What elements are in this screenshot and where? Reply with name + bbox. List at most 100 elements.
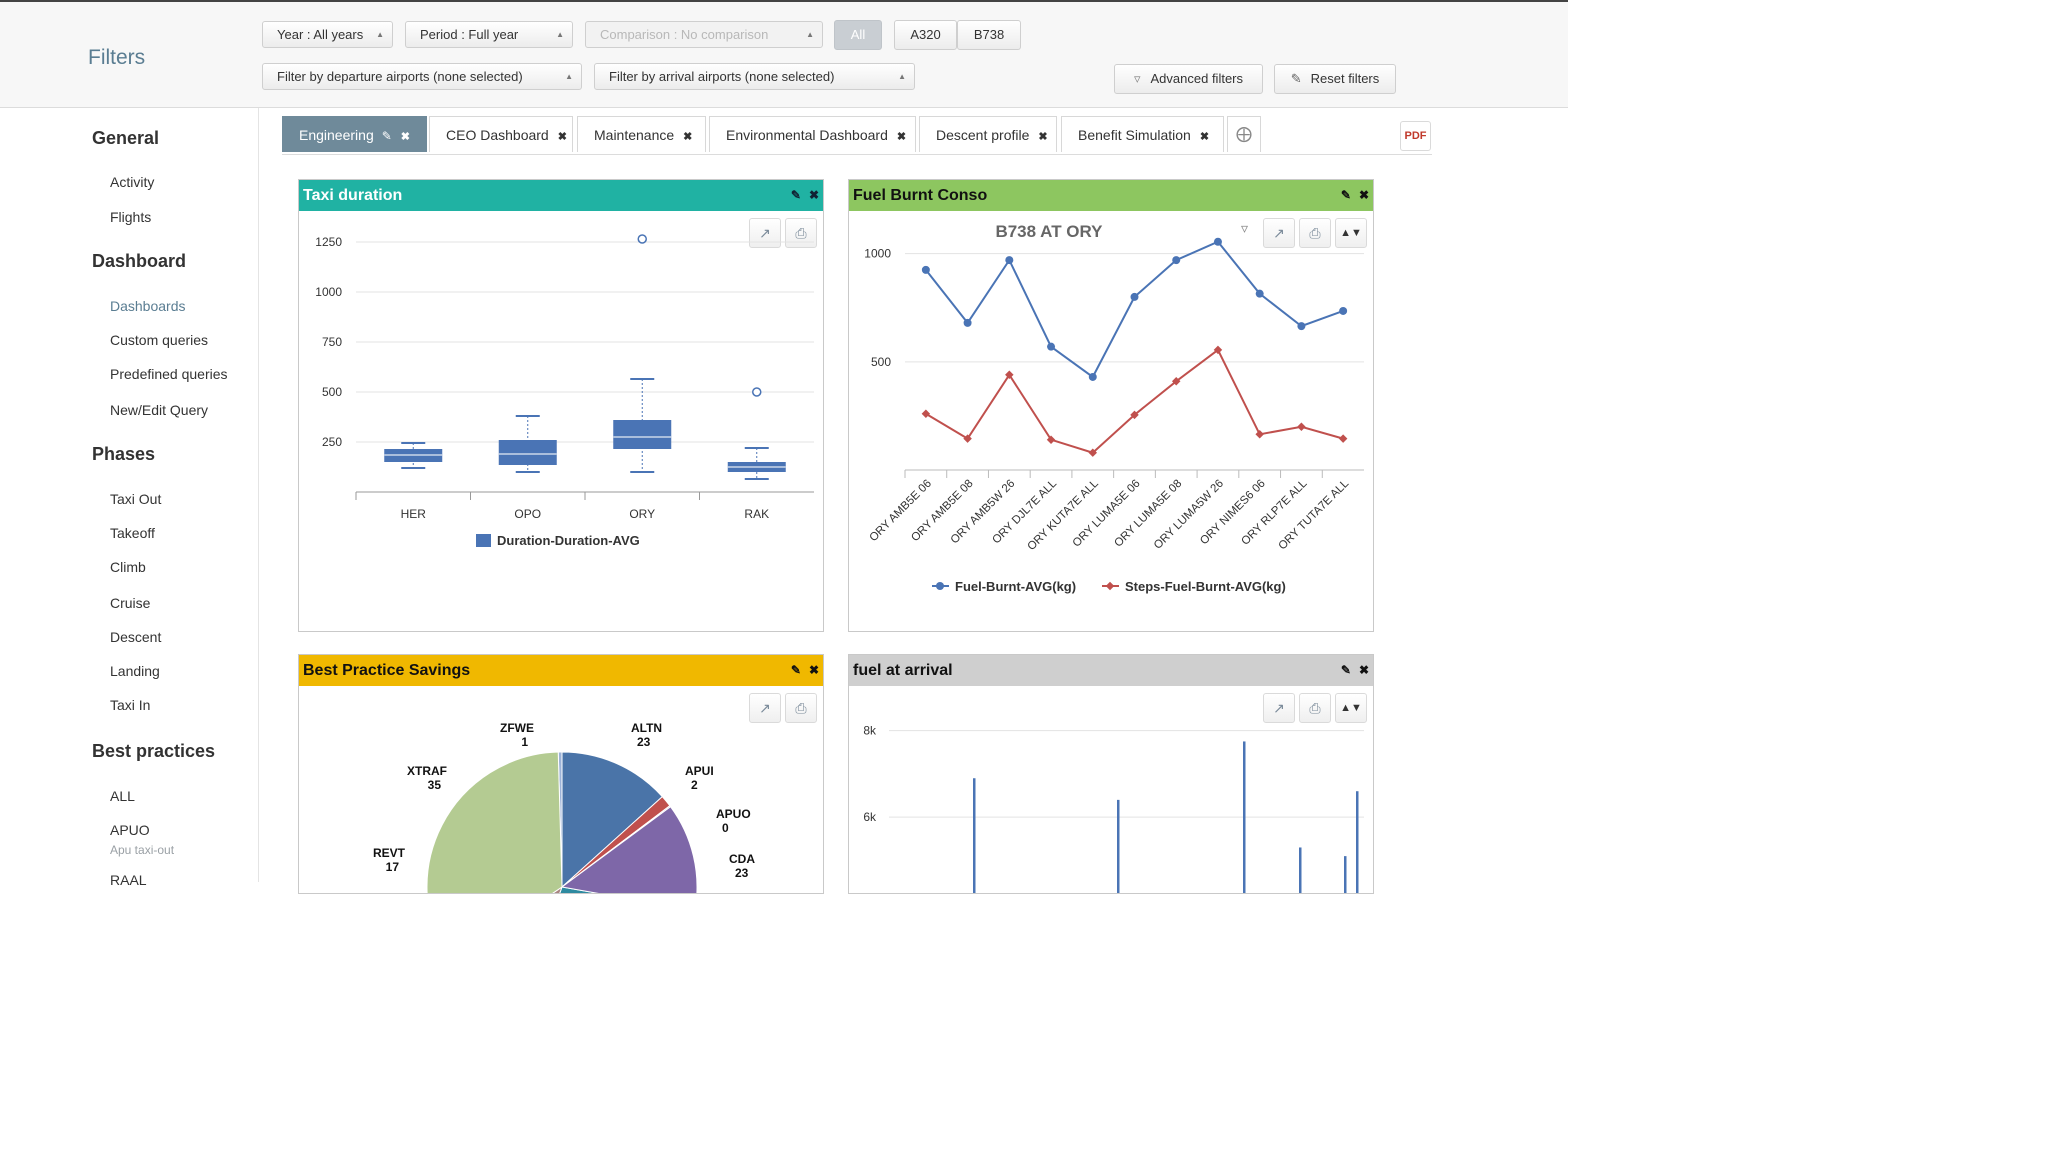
comparison-select[interactable]: Comparison : No comparison ▲: [585, 21, 823, 48]
close-icon[interactable]: ✖: [1038, 131, 1048, 143]
close-icon[interactable]: ✖: [683, 131, 693, 143]
pie-value: 23: [637, 735, 651, 749]
close-icon[interactable]: ✖: [808, 188, 819, 202]
close-icon[interactable]: ✖: [1358, 188, 1369, 202]
arrival-airports-select[interactable]: Filter by arrival airports (none selecte…: [594, 63, 915, 90]
sidebar-section-best-practices: Best practices: [92, 741, 216, 761]
tab-descent-profile[interactable]: Descent profile ✖: [919, 116, 1057, 152]
best-practice-panel: Best Practice Savings ✎ ✖ ↗ ⎙ ZFWE 1 ALTN 23…: [298, 654, 824, 894]
export-chart-icon[interactable]: ↗: [749, 218, 781, 248]
pencil-icon[interactable]: ✎: [790, 663, 801, 677]
bar: [1299, 847, 1302, 893]
x-tick-label: ORY TUTA7E ALL: [1276, 477, 1351, 552]
pie-value: 1: [521, 735, 528, 749]
year-select[interactable]: Year : All years ▲: [262, 21, 393, 48]
sidebar-item-climb[interactable]: Climb: [110, 559, 146, 575]
filter-icon[interactable]: ▿: [1241, 220, 1249, 236]
tab-benefit-simulation[interactable]: Benefit Simulation ✖: [1061, 116, 1224, 152]
close-icon[interactable]: ✖: [1358, 663, 1369, 677]
sort-icon[interactable]: ▲▼: [1335, 693, 1367, 723]
period-select-label: Period : Full year: [420, 27, 519, 42]
print-icon[interactable]: ⎙: [785, 693, 817, 723]
pencil-icon[interactable]: ✎: [1340, 663, 1351, 677]
sidebar-item-descent[interactable]: Descent: [110, 629, 162, 645]
sidebar-item-custom-queries[interactable]: Custom queries: [110, 332, 209, 348]
print-icon[interactable]: ⎙: [1299, 693, 1331, 723]
pencil-icon[interactable]: ✎: [381, 129, 392, 143]
close-icon[interactable]: ✖: [896, 131, 907, 143]
aircraft-all-button[interactable]: All: [834, 20, 882, 50]
close-icon[interactable]: ✖: [400, 131, 411, 143]
y-tick-label: 6k: [863, 810, 877, 824]
pie-label: ZFWE: [500, 721, 534, 735]
departure-airports-select[interactable]: Filter by departure airports (none selec…: [262, 63, 582, 90]
aircraft-a320-button[interactable]: A320: [894, 20, 957, 50]
export-chart-icon[interactable]: ↗: [1263, 693, 1295, 723]
panel-header: Fuel Burnt Conso ✎ ✖: [849, 180, 1373, 211]
pencil-icon[interactable]: ✎: [1340, 188, 1351, 202]
tab-label: Descent profile: [936, 127, 1030, 143]
year-select-label: Year : All years: [277, 27, 364, 42]
series-line: [925, 348, 1344, 454]
panel-header: Taxi duration ✎ ✖: [299, 180, 823, 211]
x-tick-label: RAK: [744, 507, 769, 521]
box-body: [613, 420, 672, 449]
chart-title: B738 AT ORY: [995, 222, 1103, 241]
sidebar-item-predefined-queries[interactable]: Predefined queries: [110, 366, 228, 382]
sidebar-section-dashboard: Dashboard: [92, 251, 187, 271]
sidebar-item-new-edit-query[interactable]: New/Edit Query: [110, 402, 209, 418]
data-point: [921, 265, 930, 274]
data-point: [1213, 237, 1222, 246]
sort-icon[interactable]: ▲▼: [1335, 218, 1367, 248]
panel-title: Taxi duration: [303, 187, 403, 204]
select-arrows-icon: ▲: [376, 30, 384, 39]
close-icon[interactable]: ✖: [808, 663, 819, 677]
tab-maintenance[interactable]: Maintenance ✖: [577, 116, 706, 152]
sidebar-item-activity[interactable]: Activity: [110, 174, 155, 190]
panel-title: fuel at arrival: [853, 662, 953, 679]
reset-filters-button[interactable]: ✎ Reset filters: [1274, 64, 1396, 94]
sidebar-item-all[interactable]: ALL: [110, 788, 135, 804]
export-chart-icon[interactable]: ↗: [749, 693, 781, 723]
export-chart-icon[interactable]: ↗: [1263, 218, 1295, 248]
data-point: [1255, 289, 1264, 298]
sidebar-item-takeoff[interactable]: Takeoff: [110, 525, 155, 541]
period-select[interactable]: Period : Full year ▲: [405, 21, 573, 48]
legend-label: Steps-Fuel-Burnt-AVG(kg): [1125, 579, 1286, 594]
pie-label: CDA: [729, 852, 755, 866]
filter-icon: ▿: [1133, 71, 1141, 86]
select-arrows-icon: ▲: [556, 30, 564, 39]
sidebar-item-cruise[interactable]: Cruise: [110, 595, 151, 611]
x-tick-label: ORY KUTA7E ALL: [1026, 477, 1102, 553]
sidebar-item-taxi-in[interactable]: Taxi In: [110, 697, 151, 713]
add-tab-icon[interactable]: ⨁: [1227, 116, 1261, 152]
tab-engineering[interactable]: Engineering ✎ ✖: [282, 116, 427, 152]
pdf-icon[interactable]: PDF: [1400, 121, 1431, 151]
sidebar-item-raal[interactable]: RAAL: [110, 872, 147, 888]
advanced-filters-label: Advanced filters: [1150, 71, 1244, 86]
x-tick-label: HER: [401, 507, 427, 521]
print-icon[interactable]: ⎙: [1299, 218, 1331, 248]
tab-ceo-dashboard[interactable]: CEO Dashboard ✖: [429, 116, 573, 152]
advanced-filters-button[interactable]: ▿ Advanced filters: [1114, 64, 1263, 94]
close-icon[interactable]: ✖: [557, 131, 567, 143]
sidebar-item-taxi-out[interactable]: Taxi Out: [110, 491, 162, 507]
box-outlier: [752, 387, 762, 397]
tab-environmental-dashboard[interactable]: Environmental Dashboard ✖: [709, 116, 916, 152]
sidebar-item-apuo[interactable]: APUO: [110, 822, 150, 838]
panel-title: Fuel Burnt Conso: [853, 187, 988, 204]
sidebar-item-landing[interactable]: Landing: [110, 663, 160, 679]
print-icon[interactable]: ⎙: [785, 218, 817, 248]
select-arrows-icon: ▲: [565, 72, 573, 81]
sidebar: General Activity Flights Dashboard Dashb…: [0, 108, 259, 888]
sidebar-item-dashboards[interactable]: Dashboards: [110, 298, 186, 314]
pie-slice: [561, 751, 664, 889]
sidebar-item-flights[interactable]: Flights: [110, 209, 152, 225]
close-icon[interactable]: ✖: [1199, 131, 1210, 143]
filters-title: Filters: [88, 46, 146, 69]
pencil-icon[interactable]: ✎: [790, 188, 801, 202]
aircraft-b738-button[interactable]: B738: [957, 20, 1021, 50]
tab-label: Engineering: [299, 127, 374, 143]
